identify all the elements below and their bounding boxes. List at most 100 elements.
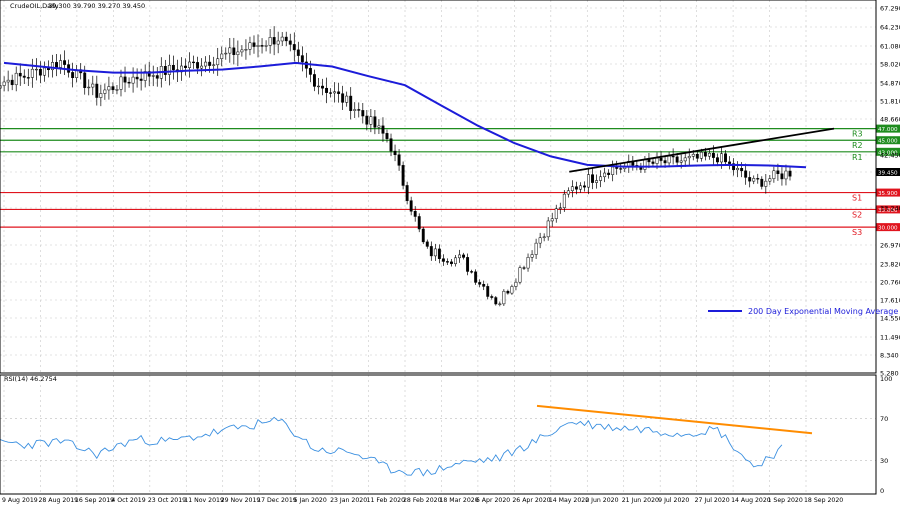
candle-body: [216, 58, 220, 66]
candle-body: [393, 150, 397, 155]
candle-body: [478, 282, 482, 285]
candle-body: [87, 86, 91, 89]
candle-body: [699, 151, 703, 159]
ohlc-readout: 39.300 39.790 39.270 39.450: [48, 2, 145, 10]
candle-body: [349, 95, 353, 111]
candle-body: [14, 72, 18, 86]
x-tick-label: 28 Aug 2019: [38, 497, 78, 504]
candle-body: [135, 76, 139, 80]
candle-body: [655, 157, 659, 164]
candle-body: [728, 161, 731, 164]
candle-body: [591, 174, 594, 183]
candle-body: [425, 241, 429, 247]
candle-body: [264, 45, 268, 47]
candle-body: [353, 109, 357, 111]
candle-body: [651, 161, 655, 164]
y-tick-label: 54.870: [880, 80, 900, 88]
candle-body: [397, 154, 401, 166]
candle-body: [2, 81, 6, 86]
candle-body: [510, 286, 514, 294]
candle-body: [562, 193, 566, 209]
candle-body: [619, 168, 623, 170]
candle-body: [83, 72, 87, 88]
candle-body: [494, 297, 498, 305]
x-tick-label: 4 Oct 2019: [111, 497, 145, 504]
candle-body: [603, 172, 607, 178]
candle-body: [502, 290, 506, 305]
candle-body: [123, 76, 127, 83]
candle-body: [760, 178, 764, 187]
price-candles: [0, 26, 792, 307]
y-tick-label: 64.230: [880, 24, 900, 32]
x-tick-label: 28 Feb 2020: [403, 497, 442, 504]
rsi-panel: [0, 404, 813, 477]
candle-body: [204, 61, 208, 67]
level-tag-text: 47.000: [878, 127, 898, 133]
x-tick-label: 18 Sep 2020: [804, 497, 843, 504]
candle-body: [441, 258, 445, 262]
candle-body: [296, 49, 300, 56]
legend-label: 200 Day Exponential Moving Average: [748, 307, 898, 316]
candle-body: [752, 178, 756, 182]
candle-body: [377, 125, 381, 128]
candle-body: [413, 211, 417, 217]
candle-body: [716, 157, 719, 163]
level-label-s2: S2: [852, 210, 862, 219]
candle-body: [312, 74, 316, 87]
y-tick-label: 17.610: [880, 297, 900, 305]
candle-body: [732, 163, 736, 171]
candle-body: [111, 86, 115, 91]
candle-body: [284, 36, 288, 42]
candle-body: [196, 62, 200, 69]
x-tick-label: 23 Jan 2020: [330, 497, 367, 504]
candle-body: [429, 246, 433, 257]
rsi-tick-label: 30: [880, 457, 888, 465]
candle-body: [30, 68, 34, 78]
price-trendline: [569, 127, 835, 173]
candle-body: [268, 37, 272, 46]
candle-body: [321, 85, 324, 89]
candle-body: [373, 116, 377, 128]
candle-body: [691, 153, 695, 157]
level-label-r2: R2: [852, 141, 863, 150]
x-tick-label: 11 Feb 2020: [367, 497, 406, 504]
candle-body: [595, 180, 599, 183]
y-tick-label: 42.450: [880, 152, 900, 160]
level-label-r1: R1: [852, 153, 863, 162]
candle-body: [236, 51, 240, 55]
candle-body: [103, 89, 107, 94]
candle-body: [385, 133, 389, 139]
candle-body: [260, 45, 264, 47]
x-tick-label: 1 Sep 2020: [768, 497, 803, 504]
candle-body: [409, 200, 413, 212]
candle-body: [115, 89, 119, 91]
candle-body: [587, 174, 590, 188]
candle-body: [280, 36, 284, 42]
level-tag-s2: [876, 205, 900, 214]
x-tick-label: 16 Sep 2019: [75, 497, 114, 504]
candle-body: [127, 81, 131, 84]
candle-body: [292, 44, 296, 51]
candle-body: [228, 47, 232, 54]
level-tag-text: 43.000: [878, 150, 898, 156]
candle-body: [167, 64, 171, 75]
candle-body: [369, 116, 373, 125]
candle-body: [18, 72, 22, 77]
candle-body: [566, 190, 570, 195]
grid: [0, 0, 876, 494]
candle-body: [95, 83, 99, 98]
candle-body: [433, 248, 437, 257]
candle-body: [490, 296, 494, 298]
candle-body: [10, 79, 14, 86]
candle-body: [357, 109, 361, 111]
candle-body: [107, 86, 111, 91]
candle-body: [192, 61, 195, 64]
candle-body: [679, 160, 683, 163]
level-label-r3: R3: [852, 130, 863, 139]
rsi-trendline: [536, 404, 813, 435]
candle-body: [534, 242, 538, 255]
axes: 67.290 64.230 61.080 58.020 54.870 51.810 48.6…: [2, 5, 900, 505]
candle-body: [155, 75, 159, 79]
candle-body: [131, 76, 135, 84]
